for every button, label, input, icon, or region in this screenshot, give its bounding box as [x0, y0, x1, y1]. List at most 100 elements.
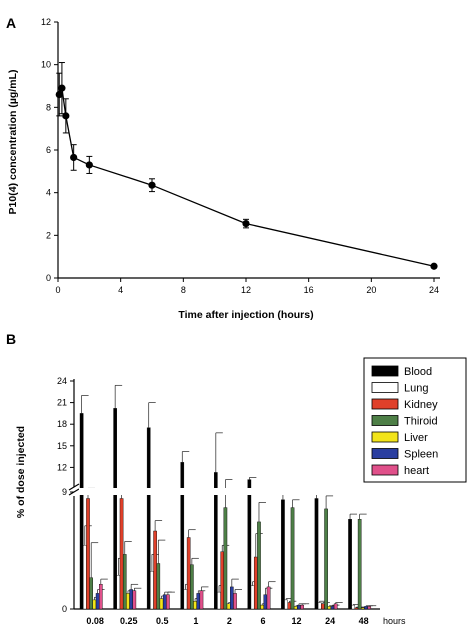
legend-label: Spleen	[404, 449, 438, 461]
bar-kidney	[287, 602, 292, 610]
panel-a-y-tick-label: 0	[46, 273, 51, 283]
panel-a-x-tick-label: 16	[304, 285, 314, 295]
bar-lung	[150, 571, 154, 610]
panel-b-x-tick-label: 48	[359, 616, 369, 626]
bar-heart	[266, 586, 271, 610]
panel-a-x-tick-label: 0	[55, 285, 60, 295]
bar-spleen	[330, 606, 335, 610]
bar-lung	[250, 585, 255, 610]
axis-break-gap	[79, 488, 104, 495]
axis-break-gap	[112, 488, 137, 495]
bar-lung	[284, 599, 288, 610]
data-point	[70, 153, 78, 162]
panel-b-y-tick-label: 12	[57, 462, 67, 472]
panel-b-y-tick-label: 9	[62, 487, 67, 497]
bar-blood	[314, 498, 319, 610]
legend-label: Liver	[404, 432, 428, 444]
axis-break-gap	[246, 488, 272, 495]
bar-blood	[146, 427, 151, 610]
legend-swatch	[371, 448, 399, 459]
bar-heart	[166, 594, 170, 610]
legend-swatch	[371, 464, 399, 476]
bar-liver	[361, 607, 365, 610]
bar-kidney	[321, 603, 325, 610]
panel-b-x-tick-label: 6	[260, 616, 265, 626]
bar-thiroid	[257, 521, 261, 610]
bar-spleen	[129, 589, 133, 610]
panel-a-y-tick-label: 10	[41, 60, 51, 70]
axis-break-gap	[313, 488, 339, 495]
bar-thiroid	[223, 507, 228, 610]
bar-heart	[132, 590, 137, 610]
panel-b-x-tick-label: 0.25	[120, 616, 138, 626]
bar-blood	[79, 413, 84, 610]
legend-label: heart	[404, 465, 429, 477]
data-point	[55, 90, 63, 99]
legend-swatch	[371, 382, 399, 393]
panel-a-y-tick-label: 6	[46, 145, 51, 155]
panel-a-y-tick-label: 8	[46, 102, 51, 112]
bar-lung	[183, 589, 188, 610]
bar-heart	[300, 604, 304, 610]
panel-b-x-tick-label: 12	[292, 616, 302, 626]
bar-thiroid	[290, 507, 295, 610]
axis-break-mark	[68, 483, 80, 491]
panel-b-label: B	[6, 331, 16, 347]
bar-kidney	[186, 537, 191, 610]
bar-spleen	[364, 606, 368, 610]
bar-blood	[281, 499, 285, 610]
bar-lung	[351, 604, 356, 610]
data-point	[148, 181, 156, 189]
bar-lung	[116, 575, 121, 610]
bar-liver	[193, 601, 197, 610]
panel-a-x-axis-title: Time after injection (hours)	[178, 309, 313, 321]
panel-a-x-tick-label: 8	[181, 285, 186, 295]
data-point	[62, 112, 70, 120]
panel-b-y-tick-label: 0	[62, 604, 67, 614]
bar-kidney	[153, 530, 157, 610]
bar-kidney	[86, 498, 90, 610]
data-point	[430, 262, 438, 270]
bar-liver	[226, 603, 231, 610]
panel-b-x-tick-label: 0.5	[156, 616, 169, 626]
bar-lung	[317, 602, 322, 610]
panel-b-y-tick-label: 24	[57, 376, 67, 386]
panel-b-y-axis-title: % of dose injected	[15, 426, 27, 518]
bar-spleen	[95, 593, 100, 610]
bar-liver	[92, 599, 97, 610]
panel-b-bars	[79, 384, 377, 610]
bar-thiroid	[122, 554, 127, 610]
panel-b-x-tick-label: 24	[325, 616, 335, 626]
panel-a-y-tick-label: 4	[46, 188, 51, 198]
legend-swatch	[371, 431, 399, 443]
bar-liver	[327, 606, 332, 610]
bar-kidney	[220, 551, 225, 610]
bar-thiroid	[324, 508, 328, 610]
panel-b-x-unit-label: hours	[383, 616, 406, 626]
bar-heart	[333, 603, 338, 610]
panel-a-y-tick-label: 2	[46, 230, 51, 240]
panel-a-x-tick-label: 4	[118, 285, 123, 295]
bar-heart	[233, 593, 237, 610]
bar-lung	[217, 591, 221, 610]
axis-break-gap	[213, 488, 238, 495]
axis-break-gap	[280, 488, 305, 495]
bar-thiroid	[89, 577, 93, 610]
series-line	[58, 85, 435, 267]
bar-blood	[180, 462, 185, 610]
bar-blood	[247, 479, 252, 610]
panel-b-y-tick-label: 15	[57, 441, 67, 451]
bar-thiroid	[190, 564, 194, 610]
legend: Blood Lung Kidney Thiroid Liver Spleen heart	[363, 357, 467, 483]
legend-swatch	[371, 365, 399, 377]
panel-a-label: A	[6, 15, 16, 31]
panel-b-y-tick-label: 21	[57, 398, 67, 408]
bar-spleen	[297, 604, 301, 610]
panel-a-y-tick-label: 12	[41, 17, 51, 27]
bar-liver	[159, 598, 164, 610]
bar-heart	[367, 606, 372, 610]
axis-break-gap	[347, 488, 372, 495]
